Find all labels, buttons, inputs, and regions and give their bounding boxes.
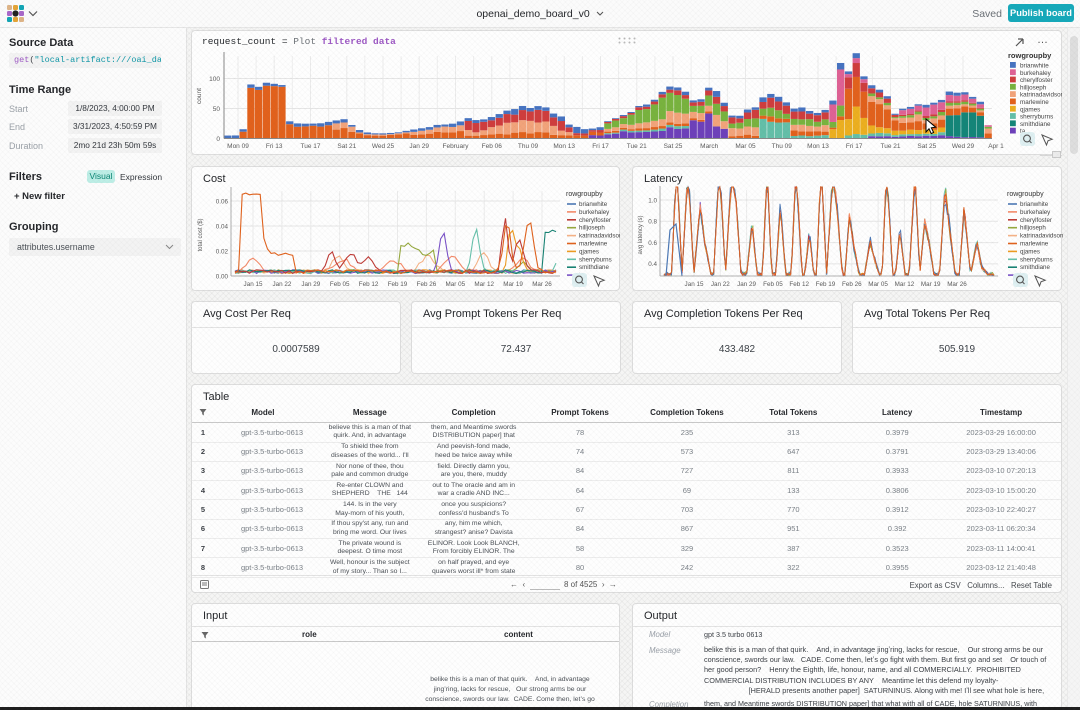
svg-text:0.02: 0.02 — [216, 248, 229, 255]
svg-text:rowgroupby: rowgroupby — [1008, 51, 1052, 60]
svg-text:Jan 15: Jan 15 — [685, 281, 704, 288]
svg-text:sherryburns: sherryburns — [1020, 256, 1053, 263]
svg-text:1.0: 1.0 — [648, 197, 657, 204]
svg-text:qjames: qjames — [1020, 106, 1040, 113]
svg-text:Feb 12: Feb 12 — [789, 281, 809, 288]
svg-text:Mar 12: Mar 12 — [474, 281, 494, 288]
svg-text:marlewine: marlewine — [1020, 99, 1049, 106]
svg-text:Jan 29: Jan 29 — [409, 143, 429, 150]
svg-text:Apr 1: Apr 1 — [988, 143, 1004, 150]
svg-text:0: 0 — [216, 136, 220, 143]
svg-text:rowgroupby: rowgroupby — [1007, 191, 1044, 198]
svg-text:Feb 05: Feb 05 — [330, 281, 350, 288]
svg-text:100: 100 — [209, 76, 220, 83]
svg-text:marlewine: marlewine — [579, 241, 608, 248]
svg-text:cherylfoster: cherylfoster — [1020, 77, 1053, 84]
svg-text:hilljoseph: hilljoseph — [579, 225, 605, 232]
svg-text:Mar 19: Mar 19 — [503, 281, 523, 288]
svg-text:burkehaley: burkehaley — [1020, 70, 1052, 77]
svg-text:total cost ($): total cost ($) — [198, 218, 204, 251]
svg-text:smithdiane: smithdiane — [1020, 121, 1051, 128]
svg-text:katrinadavidson: katrinadavidson — [1020, 233, 1063, 240]
svg-text:burkehaley: burkehaley — [1020, 209, 1051, 216]
svg-text:Mar 12: Mar 12 — [895, 281, 915, 288]
svg-text:cherylfoster: cherylfoster — [579, 217, 611, 224]
svg-text:smithdiane: smithdiane — [1020, 264, 1050, 271]
svg-text:Mon 13: Mon 13 — [553, 143, 575, 150]
svg-text:rowgroupby: rowgroupby — [566, 191, 603, 198]
svg-text:February: February — [442, 143, 469, 150]
svg-text:Jan 22: Jan 22 — [272, 281, 291, 288]
svg-text:March: March — [700, 143, 718, 150]
svg-text:smithdiane: smithdiane — [579, 264, 609, 271]
svg-text:Feb 19: Feb 19 — [816, 281, 836, 288]
svg-text:Fri 17: Fri 17 — [846, 143, 863, 150]
svg-text:katrinadavidson: katrinadavidson — [1020, 92, 1062, 99]
svg-text:Feb 06: Feb 06 — [482, 143, 503, 150]
svg-text:hilljoseph: hilljoseph — [1020, 225, 1046, 232]
svg-text:Mar 19: Mar 19 — [921, 281, 941, 288]
svg-text:Feb 26: Feb 26 — [842, 281, 862, 288]
svg-text:Fri 13: Fri 13 — [266, 143, 283, 150]
svg-text:sherryburns: sherryburns — [1020, 114, 1053, 121]
svg-text:Mar 05: Mar 05 — [735, 143, 756, 150]
svg-text:qjames: qjames — [1020, 248, 1040, 255]
svg-text:marlewine: marlewine — [1020, 241, 1049, 248]
svg-text:Sat 25: Sat 25 — [664, 143, 683, 150]
svg-text:katrinadavidson: katrinadavidson — [579, 233, 620, 240]
svg-text:Thu 09: Thu 09 — [518, 143, 539, 150]
svg-text:Jan 29: Jan 29 — [301, 281, 320, 288]
svg-text:Sat 25: Sat 25 — [917, 143, 936, 150]
svg-text:Sat 21: Sat 21 — [337, 143, 356, 150]
svg-text:Mar 26: Mar 26 — [947, 281, 967, 288]
svg-text:0.04: 0.04 — [216, 223, 229, 230]
svg-text:Mar 05: Mar 05 — [868, 281, 888, 288]
svg-text:0.8: 0.8 — [648, 219, 657, 226]
svg-text:0.06: 0.06 — [216, 198, 229, 205]
svg-text:ta: ta — [1020, 128, 1026, 135]
svg-text:avg latency (s): avg latency (s) — [638, 215, 644, 254]
svg-text:50: 50 — [213, 106, 221, 113]
svg-text:Feb 19: Feb 19 — [388, 281, 408, 288]
svg-text:Thu 09: Thu 09 — [772, 143, 793, 150]
svg-text:brianwhite: brianwhite — [579, 201, 608, 208]
svg-text:Mar 26: Mar 26 — [532, 281, 552, 288]
svg-text:0.6: 0.6 — [648, 240, 657, 247]
svg-text:Wed 29: Wed 29 — [952, 143, 975, 150]
svg-text:Feb 05: Feb 05 — [763, 281, 783, 288]
svg-text:Wed 25: Wed 25 — [372, 143, 395, 150]
svg-text:Jan 29: Jan 29 — [737, 281, 756, 288]
svg-text:qjames: qjames — [579, 248, 599, 255]
svg-text:Jan 15: Jan 15 — [244, 281, 263, 288]
svg-text:hilljoseph: hilljoseph — [1020, 84, 1047, 91]
svg-text:Feb 12: Feb 12 — [359, 281, 379, 288]
svg-text:burkehaley: burkehaley — [579, 209, 610, 216]
svg-text:count: count — [196, 88, 203, 104]
svg-text:Mon 09: Mon 09 — [227, 143, 249, 150]
svg-text:brianwhite: brianwhite — [1020, 63, 1049, 70]
svg-text:Mar 05: Mar 05 — [445, 281, 465, 288]
svg-text:Mon 13: Mon 13 — [807, 143, 829, 150]
svg-text:Fri 17: Fri 17 — [592, 143, 609, 150]
svg-text:sherryburns: sherryburns — [579, 256, 612, 263]
svg-text:0.00: 0.00 — [216, 273, 229, 280]
svg-text:0.4: 0.4 — [648, 261, 657, 268]
svg-text:Tue 21: Tue 21 — [881, 143, 901, 150]
svg-text:Jan 22: Jan 22 — [711, 281, 730, 288]
svg-text:Feb 26: Feb 26 — [417, 281, 437, 288]
svg-text:Tue 17: Tue 17 — [301, 143, 321, 150]
svg-text:cherylfoster: cherylfoster — [1020, 217, 1052, 224]
svg-text:brianwhite: brianwhite — [1020, 201, 1049, 208]
svg-text:Tue 21: Tue 21 — [627, 143, 647, 150]
